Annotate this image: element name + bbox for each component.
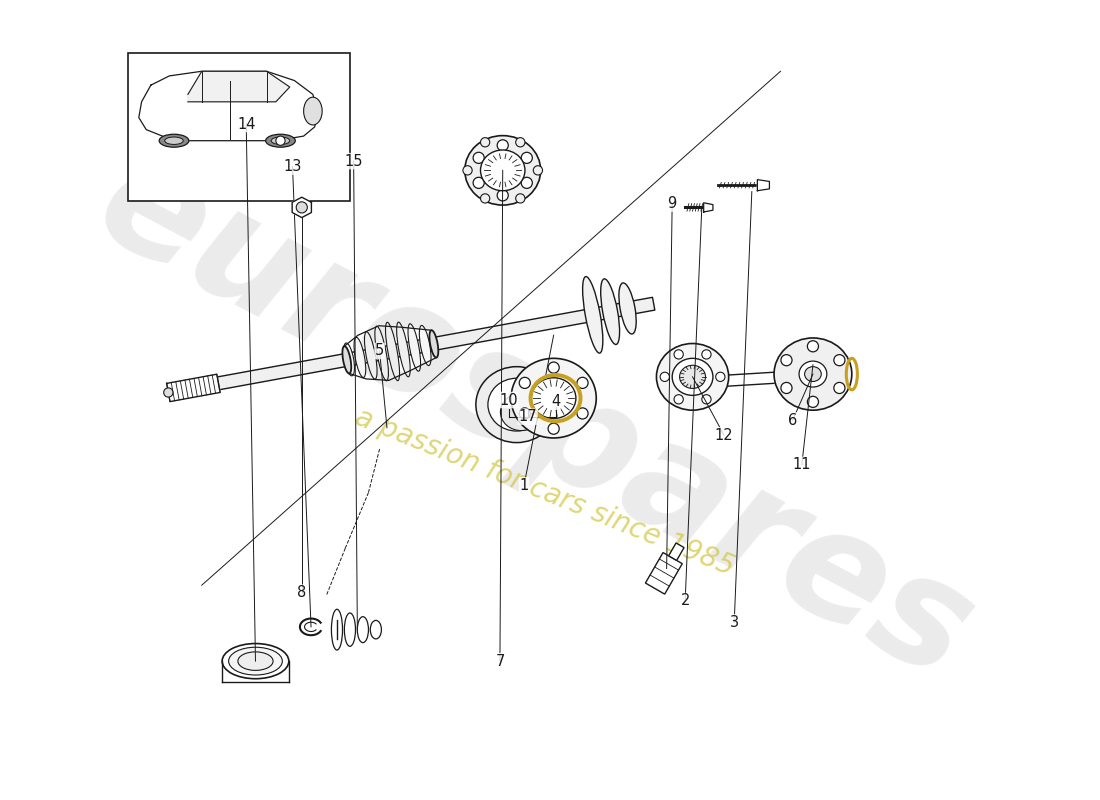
Circle shape xyxy=(497,140,508,151)
Ellipse shape xyxy=(804,366,822,382)
Circle shape xyxy=(521,178,532,189)
Ellipse shape xyxy=(619,283,636,334)
Ellipse shape xyxy=(343,343,354,376)
Circle shape xyxy=(164,388,173,397)
Ellipse shape xyxy=(375,326,388,381)
Text: 9: 9 xyxy=(668,196,676,211)
Circle shape xyxy=(702,350,711,359)
Circle shape xyxy=(702,394,711,404)
Circle shape xyxy=(660,372,670,382)
Polygon shape xyxy=(167,374,220,402)
Ellipse shape xyxy=(358,617,368,642)
Ellipse shape xyxy=(344,613,355,646)
Ellipse shape xyxy=(680,366,705,389)
Text: 14: 14 xyxy=(236,117,255,131)
Ellipse shape xyxy=(364,332,377,379)
Circle shape xyxy=(834,382,845,394)
Ellipse shape xyxy=(331,610,342,650)
Circle shape xyxy=(834,354,845,366)
Polygon shape xyxy=(218,298,654,390)
Ellipse shape xyxy=(229,647,283,675)
Circle shape xyxy=(716,372,725,382)
Ellipse shape xyxy=(488,378,546,431)
Ellipse shape xyxy=(531,378,576,418)
Polygon shape xyxy=(758,180,769,190)
Ellipse shape xyxy=(657,343,728,410)
Text: 7: 7 xyxy=(495,654,505,669)
Text: 11: 11 xyxy=(793,458,811,472)
Polygon shape xyxy=(293,198,311,218)
Ellipse shape xyxy=(165,137,184,145)
Circle shape xyxy=(276,136,285,146)
Ellipse shape xyxy=(672,358,713,395)
Ellipse shape xyxy=(429,330,438,358)
Ellipse shape xyxy=(272,137,289,145)
Circle shape xyxy=(674,350,683,359)
Ellipse shape xyxy=(583,277,603,353)
Ellipse shape xyxy=(238,652,273,670)
Ellipse shape xyxy=(266,134,295,147)
Circle shape xyxy=(473,152,484,163)
FancyBboxPatch shape xyxy=(669,543,684,561)
Text: 2: 2 xyxy=(681,594,690,609)
Text: 10: 10 xyxy=(499,393,518,407)
Ellipse shape xyxy=(481,150,525,190)
Text: 15: 15 xyxy=(344,154,363,169)
Ellipse shape xyxy=(463,166,472,175)
Text: 13: 13 xyxy=(284,159,301,174)
Ellipse shape xyxy=(534,166,542,175)
Polygon shape xyxy=(704,202,713,212)
Circle shape xyxy=(548,362,559,373)
Circle shape xyxy=(807,341,818,352)
Ellipse shape xyxy=(774,338,851,410)
Circle shape xyxy=(497,190,508,201)
Circle shape xyxy=(521,152,532,163)
Text: 1: 1 xyxy=(519,478,529,493)
Ellipse shape xyxy=(304,97,322,125)
Text: 3: 3 xyxy=(729,614,739,630)
Ellipse shape xyxy=(160,134,189,147)
Text: 6: 6 xyxy=(788,413,798,428)
Text: 17: 17 xyxy=(518,409,537,424)
Bar xyxy=(128,53,350,201)
Circle shape xyxy=(519,408,530,419)
Ellipse shape xyxy=(371,620,382,639)
Ellipse shape xyxy=(601,279,619,345)
FancyBboxPatch shape xyxy=(646,553,682,594)
Ellipse shape xyxy=(419,326,431,366)
Ellipse shape xyxy=(500,394,542,430)
Ellipse shape xyxy=(516,138,525,147)
Ellipse shape xyxy=(516,194,525,203)
Ellipse shape xyxy=(397,322,410,377)
Circle shape xyxy=(548,423,559,434)
Text: 8: 8 xyxy=(297,585,307,600)
Circle shape xyxy=(473,178,484,189)
Circle shape xyxy=(578,408,588,419)
Polygon shape xyxy=(139,71,318,141)
Circle shape xyxy=(674,394,683,404)
Circle shape xyxy=(296,202,307,213)
Ellipse shape xyxy=(354,338,365,378)
Ellipse shape xyxy=(799,361,827,387)
Circle shape xyxy=(578,378,588,389)
Polygon shape xyxy=(188,71,289,102)
Ellipse shape xyxy=(481,138,490,147)
Text: 12: 12 xyxy=(715,428,734,442)
Ellipse shape xyxy=(512,358,596,438)
Circle shape xyxy=(807,396,818,407)
Ellipse shape xyxy=(342,346,351,374)
Ellipse shape xyxy=(476,366,558,442)
Ellipse shape xyxy=(385,322,399,381)
Text: a passion for cars since 1985: a passion for cars since 1985 xyxy=(351,403,738,582)
Ellipse shape xyxy=(481,194,490,203)
Circle shape xyxy=(781,354,792,366)
Ellipse shape xyxy=(408,324,420,371)
Ellipse shape xyxy=(222,643,289,678)
Circle shape xyxy=(781,382,792,394)
Ellipse shape xyxy=(465,136,541,205)
Text: eurospares: eurospares xyxy=(74,126,997,711)
Text: 5: 5 xyxy=(375,343,384,358)
Circle shape xyxy=(519,378,530,389)
Text: 4: 4 xyxy=(551,394,560,410)
